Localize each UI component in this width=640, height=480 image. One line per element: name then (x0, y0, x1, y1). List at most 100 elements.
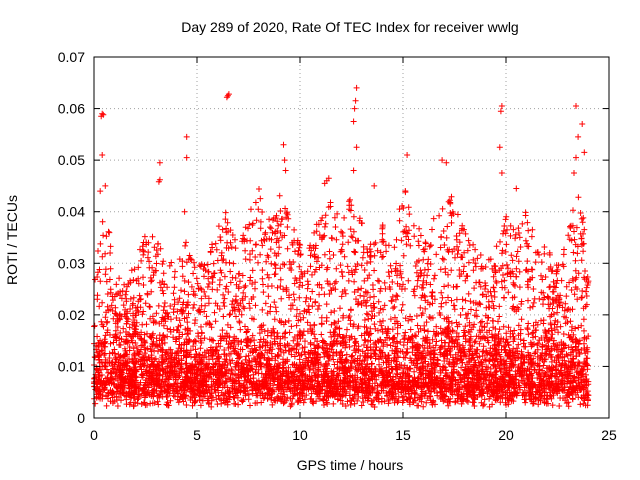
data-point (514, 248, 521, 255)
data-point (481, 356, 488, 363)
data-point (580, 248, 587, 255)
data-point (213, 246, 220, 253)
data-point (232, 245, 239, 252)
data-point (439, 255, 446, 262)
data-point (311, 331, 318, 338)
data-point (114, 324, 121, 330)
data-point (423, 399, 430, 406)
data-point (203, 313, 210, 320)
data-point (476, 340, 483, 347)
data-point (185, 331, 192, 338)
data-point (375, 298, 382, 305)
data-point (296, 263, 303, 270)
data-point (441, 358, 448, 364)
data-point (235, 401, 242, 408)
data-point (400, 397, 407, 404)
data-point (197, 345, 204, 352)
data-point (288, 323, 295, 330)
data-point (109, 349, 116, 356)
data-point (206, 280, 212, 287)
data-point (114, 403, 121, 409)
data-point (185, 310, 192, 317)
data-point (109, 394, 116, 401)
data-point (337, 349, 344, 356)
data-point (224, 321, 231, 328)
data-point (471, 285, 478, 292)
data-point (367, 258, 374, 265)
data-point (503, 213, 510, 220)
data-point (220, 313, 227, 320)
data-point (456, 273, 463, 280)
data-point (423, 319, 430, 326)
data-point (333, 236, 340, 243)
data-point (405, 204, 412, 211)
data-point (443, 299, 449, 306)
data-point (221, 303, 228, 310)
data-point (104, 291, 111, 297)
data-point (398, 307, 405, 314)
data-point (330, 252, 337, 258)
data-point (216, 395, 223, 402)
data-point (386, 273, 393, 280)
data-point (95, 269, 101, 276)
data-points (91, 84, 592, 410)
data-point (481, 396, 488, 403)
data-point (213, 396, 220, 403)
data-point (118, 397, 124, 404)
data-point (304, 319, 311, 326)
data-point (148, 288, 155, 295)
data-point (433, 338, 440, 345)
data-point (271, 338, 278, 345)
data-point (120, 325, 127, 332)
data-point (343, 351, 350, 358)
data-point (462, 323, 469, 330)
data-point (212, 318, 219, 325)
data-point (308, 390, 315, 397)
data-point (534, 321, 541, 328)
data-point (483, 329, 490, 336)
data-point (511, 327, 518, 334)
data-point (103, 366, 110, 373)
data-point (219, 327, 226, 334)
data-point (276, 244, 283, 251)
data-point (245, 396, 252, 403)
data-point (126, 324, 133, 331)
data-point (487, 345, 494, 352)
data-point (348, 233, 355, 240)
data-point (391, 244, 398, 251)
data-point (531, 350, 538, 357)
data-point (400, 228, 407, 235)
data-point (384, 341, 391, 348)
data-point (242, 323, 248, 330)
data-point (534, 375, 541, 381)
data-point (380, 317, 386, 324)
data-point (98, 318, 105, 325)
data-point (429, 226, 435, 233)
data-point (180, 398, 187, 405)
data-point (572, 257, 579, 264)
data-point (240, 396, 247, 403)
data-point (339, 273, 346, 280)
data-point (347, 401, 354, 408)
data-point (348, 353, 355, 360)
data-point (488, 292, 495, 299)
data-point (451, 306, 458, 313)
data-point (252, 302, 259, 309)
data-point (141, 344, 148, 351)
data-point (130, 345, 137, 352)
data-point (465, 259, 472, 266)
data-point (583, 284, 590, 291)
data-point (496, 313, 503, 320)
data-point (550, 278, 557, 285)
data-point (252, 254, 259, 260)
data-point (574, 296, 581, 303)
data-point (164, 325, 171, 332)
data-point (517, 336, 524, 343)
data-point (120, 302, 127, 309)
data-point (519, 220, 526, 227)
data-point (411, 339, 417, 346)
data-point (146, 303, 153, 310)
data-point (350, 213, 357, 220)
data-point (223, 338, 230, 344)
